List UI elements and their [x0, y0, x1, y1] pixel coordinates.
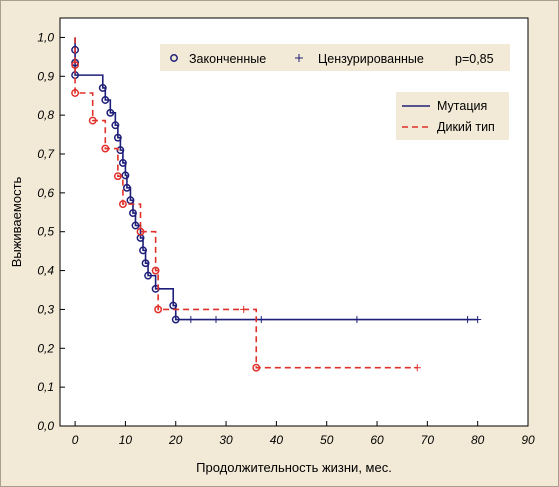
completed-marker-icon [170, 54, 178, 62]
x-tick-label: 50 [320, 433, 334, 447]
y-tick-label: 0,4 [37, 264, 54, 278]
censored-marker [464, 316, 472, 324]
legend-series-wildtype: Дикий тип [437, 120, 495, 134]
event-marker [118, 158, 127, 167]
event-marker [88, 116, 97, 125]
legend-series-mutation: Мутация [437, 99, 487, 113]
event-marker [136, 227, 145, 236]
y-axis-label: Выживаемость [9, 176, 24, 267]
event-marker [171, 315, 180, 324]
x-tick-label: 80 [471, 433, 485, 447]
survival-curve-line [74, 37, 418, 369]
x-axis-label: Продолжительность жизни, мес. [196, 460, 392, 475]
event-marker [252, 363, 261, 372]
censored-marker [257, 316, 265, 324]
x-tick-label: 90 [521, 433, 535, 447]
series-mutation [71, 37, 482, 324]
censored-marker [212, 316, 220, 324]
x-tick-label: 70 [421, 433, 435, 447]
y-tick-label: 0,0 [37, 419, 54, 433]
censored-marker-icon [295, 54, 303, 62]
event-marker [101, 144, 110, 153]
y-tick-label: 0,3 [37, 302, 54, 316]
censored-marker [474, 316, 482, 324]
marker-legend: Законченные Цензурированные p=0,85 [160, 44, 510, 71]
x-tick-label: 40 [270, 433, 284, 447]
censored-marker [413, 364, 421, 372]
event-marker [129, 209, 137, 218]
legend-completed-label: Законченные [189, 52, 266, 66]
event-marker [131, 221, 140, 230]
plot-area [59, 17, 529, 427]
completed-circle [170, 54, 178, 62]
event-marker [113, 133, 122, 142]
legend-censored-label: Цензурированные [318, 52, 424, 66]
y-tick-label: 1,0 [37, 30, 54, 44]
marker-legend-box [160, 44, 510, 71]
y-tick-label: 0,9 [37, 69, 54, 83]
censored-marker [353, 316, 361, 324]
x-tick-label: 30 [219, 433, 233, 447]
y-tick-label: 0,8 [37, 108, 54, 122]
censored-marker [187, 316, 195, 324]
censored-marker [240, 305, 248, 313]
axes: 0 10 20 30 40 50 60 70 80 90 0,0 0,1 0,2 0,3 0,4 0,5 0,6… [37, 30, 535, 447]
x-tick-label: 10 [119, 433, 133, 447]
y-tick-label: 0,5 [37, 225, 54, 239]
series-layer [71, 37, 482, 372]
y-tick-label: 0,6 [37, 186, 54, 200]
event-marker [151, 266, 160, 275]
event-marker [154, 305, 163, 314]
x-tick-label: 20 [168, 433, 183, 447]
x-tick-label: 0 [72, 433, 79, 447]
event-marker [71, 61, 80, 69]
x-tick-label: 60 [370, 433, 384, 447]
event-marker [113, 172, 122, 181]
y-tick-label: 0,7 [37, 147, 55, 161]
event-marker [122, 183, 131, 192]
event-marker [101, 96, 110, 104]
series-wildtype [71, 37, 421, 372]
event-marker [144, 271, 153, 280]
event-marker [118, 200, 127, 209]
event-marker [98, 83, 107, 92]
event-marker [141, 259, 150, 268]
event-marker [111, 121, 120, 130]
series-legend-box [396, 92, 509, 140]
series-legend: Мутация Дикий тип [396, 92, 509, 140]
y-tick-label: 0,2 [37, 341, 54, 355]
event-marker [106, 108, 115, 117]
event-marker [71, 89, 80, 97]
legend-p-value: p=0,85 [455, 52, 494, 66]
event-marker [139, 246, 147, 255]
y-tick-label: 0,1 [37, 380, 54, 394]
